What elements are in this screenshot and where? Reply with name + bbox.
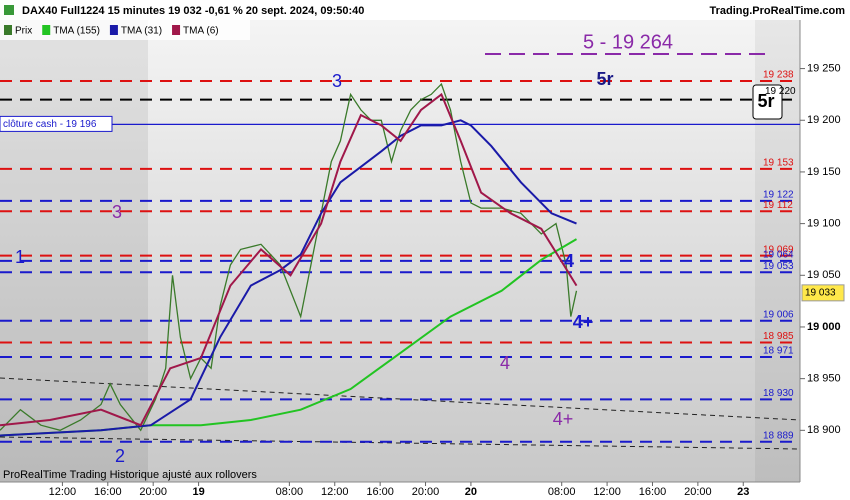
level-label: 19 069 xyxy=(763,244,794,255)
x-tick-label: 08:00 xyxy=(276,486,304,498)
y-axis-area xyxy=(800,20,850,482)
legend-swatch xyxy=(42,25,51,35)
level-label: 19 238 xyxy=(763,70,794,81)
level-label-bg xyxy=(0,115,113,132)
legend-swatch xyxy=(109,25,118,35)
annotation: 5 - 19 264 xyxy=(583,31,673,53)
annotation: 4 xyxy=(500,353,510,373)
x-tick-label: 20 xyxy=(465,486,477,498)
x-tick-label: 23 xyxy=(737,486,749,498)
price-tag-label: 19 220 xyxy=(765,86,796,97)
annotation: 3 xyxy=(332,71,342,91)
annotation: 2 xyxy=(115,446,125,466)
price-tag xyxy=(801,284,845,302)
series-line xyxy=(0,92,578,427)
session-shade xyxy=(0,20,148,482)
level-label: clôture cash - 19 196 xyxy=(3,119,97,130)
trend-line xyxy=(0,436,801,450)
annotation: 4+ xyxy=(573,312,594,332)
legend-swatch xyxy=(4,25,12,35)
level-label: 19 064 xyxy=(763,249,794,260)
chart-title: DAX40 Full1224 15 minutes 19 032 -0,61 %… xyxy=(22,5,364,17)
level-label: 19 053 xyxy=(763,261,794,272)
x-tick-label: 08:00 xyxy=(548,486,576,498)
y-tick-label: 19 250 xyxy=(807,62,841,74)
level-label: 19 122 xyxy=(763,190,794,201)
logo xyxy=(4,5,14,15)
level-label: 18 985 xyxy=(763,331,794,342)
x-tick-label: 12:00 xyxy=(321,486,349,498)
price-tag-label: 19 033 xyxy=(805,287,836,298)
annotation: 5r xyxy=(757,91,774,111)
annotation: 4 xyxy=(564,251,574,271)
header-bar xyxy=(0,0,850,20)
x-tick-label: 12:00 xyxy=(593,486,621,498)
level-label: 18 889 xyxy=(763,430,794,441)
x-tick-label: 20:00 xyxy=(412,486,440,498)
annotation: 3 xyxy=(112,202,122,222)
plot-background xyxy=(0,20,800,482)
level-label: 18 971 xyxy=(763,346,794,357)
y-tick-label: 19 200 xyxy=(807,114,841,126)
annotation: 5r xyxy=(596,69,613,89)
legend-label: TMA (155) xyxy=(53,26,100,37)
x-tick-label: 20:00 xyxy=(684,486,712,498)
legend-label: TMA (31) xyxy=(121,26,162,37)
x-tick-label: 19 xyxy=(192,486,204,498)
x-tick-label: 12:00 xyxy=(49,486,77,498)
footer: ProRealTime Trading Historique ajusté au… xyxy=(3,469,257,481)
x-tick-label: 16:00 xyxy=(639,486,667,498)
level-label: 19 153 xyxy=(763,157,794,168)
legend-bar xyxy=(0,20,250,40)
y-tick-label: 19 100 xyxy=(807,218,841,230)
y-tick-label: 18 900 xyxy=(807,424,841,436)
series-line xyxy=(0,119,577,437)
legend-label: Prix xyxy=(15,26,32,37)
x-tick-label: 16:00 xyxy=(366,486,394,498)
annotation: 4+ xyxy=(553,409,574,429)
legend-label: TMA (6) xyxy=(183,26,219,37)
annotation-box xyxy=(752,84,783,120)
y-tick-label: 18 950 xyxy=(807,373,841,385)
level-label: 18 930 xyxy=(763,388,794,399)
y-tick-label: 19 150 xyxy=(807,166,841,178)
x-tick-label: 16:00 xyxy=(94,486,122,498)
legend-swatch xyxy=(172,25,181,35)
level-label: 19 006 xyxy=(763,309,794,320)
level-label: 19 112 xyxy=(763,200,793,211)
x-tick-label: 20:00 xyxy=(139,486,167,498)
y-tick-label: 19 050 xyxy=(807,269,841,281)
y-tick-label: 19 000 xyxy=(807,321,841,333)
source: Trading.ProRealTime.com xyxy=(709,5,845,17)
annotation: 1 xyxy=(15,247,25,267)
